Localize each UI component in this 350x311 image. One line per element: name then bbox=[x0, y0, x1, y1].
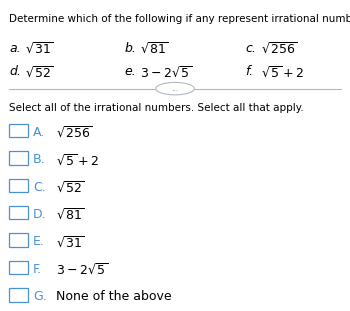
Text: $3-2\sqrt{5}$: $3-2\sqrt{5}$ bbox=[56, 263, 108, 278]
Text: f.: f. bbox=[245, 65, 253, 78]
Text: $\sqrt{81}$: $\sqrt{81}$ bbox=[56, 208, 85, 223]
Text: d.: d. bbox=[9, 65, 21, 78]
FancyBboxPatch shape bbox=[9, 234, 28, 247]
Text: B.: B. bbox=[33, 153, 46, 166]
Text: $\sqrt{256}$: $\sqrt{256}$ bbox=[56, 126, 93, 141]
Text: c.: c. bbox=[245, 42, 256, 55]
FancyBboxPatch shape bbox=[9, 124, 28, 137]
FancyBboxPatch shape bbox=[9, 288, 28, 302]
FancyBboxPatch shape bbox=[9, 206, 28, 220]
Text: E.: E. bbox=[33, 235, 45, 248]
Text: A.: A. bbox=[33, 126, 46, 139]
Text: None of the above: None of the above bbox=[56, 290, 172, 303]
FancyBboxPatch shape bbox=[9, 179, 28, 192]
FancyBboxPatch shape bbox=[9, 151, 28, 165]
Text: D.: D. bbox=[33, 208, 47, 221]
Text: G.: G. bbox=[33, 290, 47, 303]
Text: a.: a. bbox=[9, 42, 21, 55]
Text: $\sqrt{5}+2$: $\sqrt{5}+2$ bbox=[56, 153, 99, 169]
Ellipse shape bbox=[156, 82, 194, 95]
FancyBboxPatch shape bbox=[9, 261, 28, 274]
Text: C.: C. bbox=[33, 181, 46, 194]
Text: $\sqrt{31}$: $\sqrt{31}$ bbox=[56, 235, 85, 251]
Text: $\sqrt{31}$: $\sqrt{31}$ bbox=[25, 42, 54, 57]
Text: $\sqrt{5}+2$: $\sqrt{5}+2$ bbox=[261, 65, 304, 81]
Text: $\sqrt{256}$: $\sqrt{256}$ bbox=[261, 42, 298, 57]
Text: Select all of the irrational numbers. Select all that apply.: Select all of the irrational numbers. Se… bbox=[9, 103, 304, 113]
Text: F.: F. bbox=[33, 263, 42, 276]
Text: $3-2\sqrt{5}$: $3-2\sqrt{5}$ bbox=[140, 65, 192, 81]
Text: $\sqrt{52}$: $\sqrt{52}$ bbox=[56, 181, 85, 196]
Text: b.: b. bbox=[124, 42, 136, 55]
Text: e.: e. bbox=[124, 65, 136, 78]
Text: Determine which of the following if any represent irrational numbers.: Determine which of the following if any … bbox=[9, 14, 350, 24]
Text: $\sqrt{52}$: $\sqrt{52}$ bbox=[25, 65, 54, 81]
Text: $\sqrt{81}$: $\sqrt{81}$ bbox=[140, 42, 169, 57]
Text: ...: ... bbox=[172, 84, 178, 93]
